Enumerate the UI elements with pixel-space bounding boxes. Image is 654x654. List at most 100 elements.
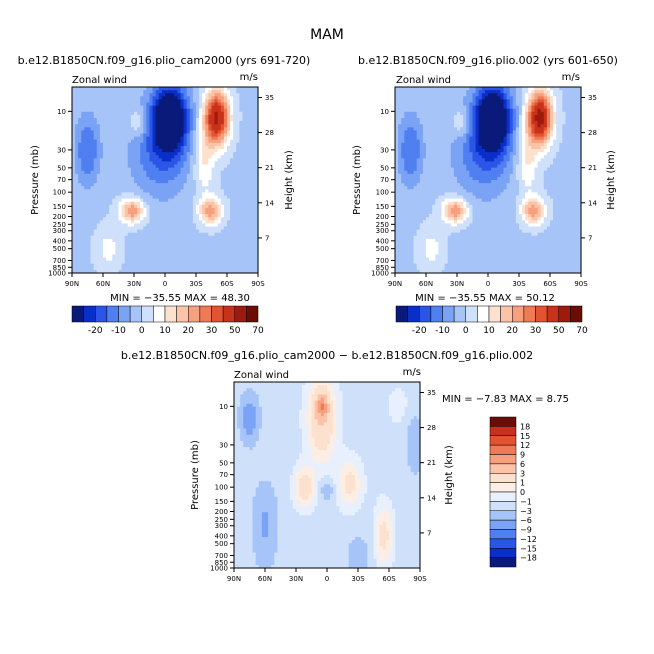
heatmap-cell <box>242 99 247 104</box>
heatmap-cell <box>96 201 101 206</box>
heatmap-cell <box>208 260 213 265</box>
heatmap-cell <box>146 214 151 218</box>
heatmap-cell <box>208 192 213 197</box>
heatmap-cell <box>96 263 101 268</box>
heatmap-cell <box>208 139 213 144</box>
heatmap-cell <box>180 204 185 209</box>
heatmap-cell <box>435 96 439 100</box>
heatmap-cell <box>152 96 157 100</box>
heatmap-cell <box>112 232 116 237</box>
heatmap-cell <box>196 248 200 252</box>
heatmap-cell <box>81 269 85 274</box>
heatmap-cell <box>223 170 228 175</box>
heatmap-cell <box>78 139 82 144</box>
heatmap-cell <box>134 201 138 206</box>
heatmap-cell <box>155 149 160 153</box>
heatmap-cell <box>146 201 151 206</box>
heatmap-cell <box>112 207 116 212</box>
heatmap-cell <box>174 173 178 178</box>
heatmap-cell <box>168 186 172 190</box>
heatmap-cell <box>127 124 132 128</box>
heatmap-cell <box>146 242 151 246</box>
heatmap-cell <box>177 170 182 175</box>
heatmap-cell <box>72 183 76 187</box>
heatmap-cell <box>205 254 209 259</box>
heatmap-cell <box>99 223 104 228</box>
heatmap-cell <box>220 99 225 104</box>
heatmap-cell <box>183 93 188 97</box>
heatmap-cell <box>177 266 182 271</box>
heatmap-cell <box>140 152 144 156</box>
heatmap-cell <box>432 167 436 172</box>
heatmap-cell <box>90 90 95 94</box>
heatmap-cell <box>112 235 116 240</box>
heatmap-cell <box>78 229 82 234</box>
heatmap-cell <box>149 161 154 166</box>
heatmap-cell <box>158 158 163 162</box>
heatmap-cell <box>186 118 191 122</box>
heatmap-cell <box>109 238 113 243</box>
heatmap-cell <box>214 155 219 159</box>
heatmap-cell <box>90 99 95 104</box>
heatmap-cell <box>180 176 185 181</box>
heatmap-cell <box>99 229 104 234</box>
heatmap-cell <box>180 198 185 203</box>
heatmap-cell <box>223 121 228 125</box>
heatmap-cell <box>134 93 138 97</box>
heatmap-cell <box>186 238 191 243</box>
heatmap-cell <box>230 111 234 116</box>
heatmap-cell <box>407 266 412 271</box>
heatmap-cell <box>96 180 101 184</box>
colorbar-label: -10 <box>111 326 126 336</box>
heatmap-cell <box>130 254 135 259</box>
heatmap-cell <box>177 136 182 141</box>
heatmap-cell <box>189 195 194 200</box>
heatmap-cell <box>211 226 216 231</box>
heatmap-cell <box>99 180 104 184</box>
heatmap-cell <box>106 93 110 97</box>
heatmap-cell <box>413 173 418 178</box>
heatmap-cell <box>429 93 433 97</box>
heatmap-cell <box>103 87 107 91</box>
colorbar-swatch <box>106 305 119 323</box>
heatmap-cell <box>413 124 418 128</box>
heatmap-cell <box>438 149 443 153</box>
heatmap-cell <box>223 136 228 141</box>
heatmap-cell <box>84 214 89 218</box>
heatmap-cell <box>72 251 76 255</box>
heatmap-cell <box>189 158 194 162</box>
heatmap-cell <box>398 96 402 100</box>
heatmap-cell <box>233 87 237 91</box>
heatmap-cell <box>124 180 129 184</box>
heatmap-cell <box>416 232 421 237</box>
heatmap-cell <box>413 198 418 203</box>
heatmap-cell <box>438 201 443 206</box>
heatmap-cell <box>245 254 250 259</box>
heatmap-cell <box>248 260 253 265</box>
heatmap-cell <box>152 155 157 159</box>
heatmap-cell <box>245 121 250 125</box>
heatmap-cell <box>124 90 129 94</box>
heatmap-cell <box>202 263 206 268</box>
heatmap-cell <box>401 192 405 197</box>
heatmap-cell <box>149 226 154 231</box>
heatmap-cell <box>137 111 141 116</box>
heatmap-cell <box>81 90 85 94</box>
heatmap-cell <box>124 105 129 110</box>
heatmap-cell <box>208 102 213 107</box>
heatmap-cell <box>230 149 234 153</box>
heatmap-cell <box>112 114 116 119</box>
heatmap-cell <box>72 170 76 175</box>
heatmap-cell <box>196 245 200 249</box>
heatmap-cell <box>236 204 240 209</box>
heatmap-cell <box>109 139 113 144</box>
heatmap-cell <box>211 118 216 122</box>
heatmap-cell <box>413 105 418 110</box>
heatmap-cell <box>140 114 144 119</box>
heatmap-cell <box>441 90 446 94</box>
heatmap-cell <box>130 248 135 252</box>
heatmap-cell <box>155 114 160 119</box>
heatmap-cell <box>96 108 101 113</box>
heatmap-cell <box>401 136 405 141</box>
heatmap-cell <box>127 127 132 131</box>
